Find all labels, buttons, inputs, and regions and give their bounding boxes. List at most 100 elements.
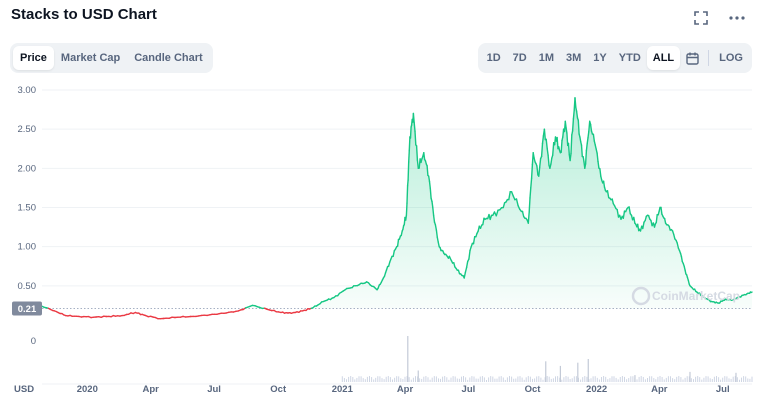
range-1y[interactable]: 1Y xyxy=(593,52,607,64)
price-segment xyxy=(547,154,550,166)
price-segment xyxy=(392,250,395,258)
price-segment xyxy=(565,127,568,134)
price-segment xyxy=(468,249,471,260)
tab-candle-chart[interactable]: Candle Chart xyxy=(134,52,203,64)
price-segment xyxy=(628,206,631,215)
price-segment xyxy=(556,136,559,150)
tab-price[interactable]: Price xyxy=(13,46,54,70)
price-segment xyxy=(434,223,438,231)
x-tick-label: 2021 xyxy=(332,384,354,395)
price-segment xyxy=(575,110,579,119)
range-3m[interactable]: 3M xyxy=(566,52,582,64)
price-segment xyxy=(655,213,658,224)
chart-title: Stacks to USD Chart xyxy=(11,6,157,23)
price-segment xyxy=(532,151,535,159)
price-chart[interactable]: 0.501.001.502.002.503.00 2020 Apr Jul Oct 20… xyxy=(0,80,760,402)
y-tick-label: 2.00 xyxy=(18,163,37,174)
price-segment xyxy=(528,197,531,213)
price-segment xyxy=(633,216,636,224)
price-segment xyxy=(539,157,542,168)
price-segment xyxy=(602,180,606,188)
range-ytd[interactable]: YTD xyxy=(618,52,641,64)
more-icon[interactable] xyxy=(728,9,746,27)
price-segment xyxy=(642,221,645,230)
y-tick-label: 1.50 xyxy=(18,203,37,214)
range-1m[interactable]: 1M xyxy=(538,52,555,64)
price-segment xyxy=(592,133,595,142)
price-segment xyxy=(406,184,409,204)
price-segment xyxy=(409,126,412,139)
range-all[interactable]: ALL xyxy=(646,46,681,70)
price-segment xyxy=(406,179,409,187)
price-segment xyxy=(472,235,476,245)
current-price-label: 0.21 xyxy=(18,304,37,315)
price-segment xyxy=(437,241,440,248)
price-segment xyxy=(408,136,411,152)
price-segment xyxy=(606,190,610,199)
price-segment xyxy=(530,177,533,189)
price-segment xyxy=(594,144,597,150)
price-segment xyxy=(596,152,599,163)
price-segment xyxy=(585,142,588,152)
price-segment xyxy=(521,210,525,218)
price-segment xyxy=(415,145,419,161)
chart-type-tabs: Price Market Cap Candle Chart xyxy=(10,43,213,73)
price-segment xyxy=(508,190,511,201)
price-segment xyxy=(586,137,589,145)
price-segment xyxy=(566,132,569,147)
price-segment xyxy=(527,211,530,224)
price-segment xyxy=(432,214,436,223)
price-segment xyxy=(405,202,408,217)
price-segment xyxy=(577,119,580,135)
price-segment xyxy=(549,163,552,170)
tab-market-cap[interactable]: Market Cap xyxy=(60,52,121,64)
x-tick-label: 2020 xyxy=(77,384,98,395)
y-tick-label: 0.50 xyxy=(18,281,37,292)
log-toggle[interactable]: LOG xyxy=(719,52,743,64)
price-segment xyxy=(584,163,587,170)
price-segment xyxy=(673,233,676,240)
volume-bars xyxy=(341,336,753,382)
price-segment xyxy=(536,165,539,176)
range-7d[interactable]: 7D xyxy=(512,52,527,64)
price-segment xyxy=(412,112,415,124)
price-segment xyxy=(408,149,410,163)
fullscreen-icon[interactable] xyxy=(692,9,710,27)
calendar-icon[interactable] xyxy=(680,46,704,70)
price-segment xyxy=(428,180,431,190)
price-segment xyxy=(529,186,532,199)
price-segment xyxy=(416,159,419,170)
price-segment xyxy=(413,122,416,132)
range-1d[interactable]: 1D xyxy=(486,52,501,64)
y-tick-label: 1.00 xyxy=(18,242,37,253)
x-tick-label: 2022 xyxy=(586,384,607,395)
price-segment xyxy=(546,147,549,156)
price-segment xyxy=(432,206,435,217)
price-segment xyxy=(582,156,585,163)
price-segment xyxy=(589,123,593,132)
x-axis: 2020 Apr Jul Oct 2021 Apr Jul Oct 2022 Apr Jul xyxy=(42,383,752,395)
price-segment xyxy=(541,135,545,145)
x-tick-label: Jul xyxy=(462,384,476,395)
price-segment xyxy=(396,238,400,247)
price-segment xyxy=(543,128,546,141)
price-segment xyxy=(570,134,573,155)
coinmarketcap-watermark: CoinMarketCap xyxy=(631,286,740,306)
y-axis: 0.50 1.00 1.50 2.00 2.50 3.00 xyxy=(18,85,37,292)
price-segment xyxy=(564,120,567,129)
price-segment xyxy=(428,175,431,183)
price-segment xyxy=(538,166,541,177)
price-segment xyxy=(680,255,683,263)
price-segment xyxy=(572,109,575,120)
x-tick-label: Apr xyxy=(651,384,668,395)
price-segment xyxy=(540,142,544,158)
price-segment xyxy=(515,198,519,207)
price-segment xyxy=(502,202,506,209)
x-tick-label: Jul xyxy=(207,384,221,395)
x-tick-label: Jul xyxy=(716,384,730,395)
price-segment xyxy=(405,214,408,221)
x-tick-label: Apr xyxy=(143,384,160,395)
price-segment xyxy=(407,161,410,181)
price-segment xyxy=(435,229,438,239)
price-segment xyxy=(616,208,620,218)
